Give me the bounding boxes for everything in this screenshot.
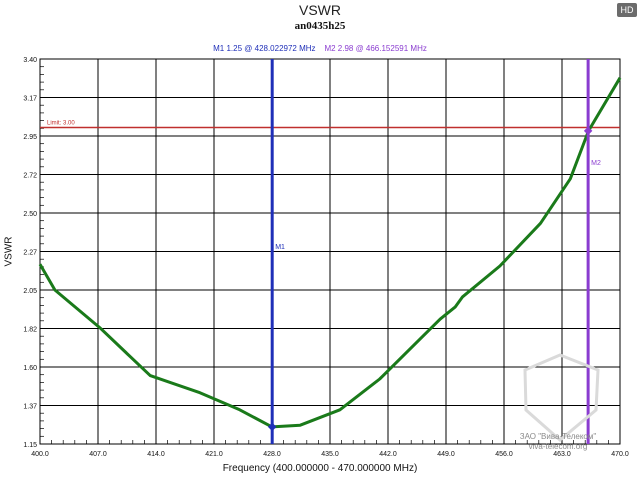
- marker-m1-point: [267, 422, 277, 432]
- marker-m1-label: M1: [275, 244, 285, 251]
- y-tick-label: 2.72: [23, 173, 37, 180]
- x-tick-label: 456.0: [495, 451, 513, 458]
- x-tick-label: 442.0: [379, 451, 397, 458]
- limit-label: Limit: 3.00: [47, 120, 75, 126]
- watermark: ЗАО "Вива-Телеком" viva-telecom.org: [508, 432, 608, 452]
- chart-subtitle: an0435h25: [294, 20, 346, 32]
- y-tick-label: 2.05: [23, 288, 37, 295]
- y-tick-label: 1.37: [23, 404, 37, 411]
- x-tick-label: 407.0: [89, 451, 107, 458]
- y-tick-label: 2.50: [23, 211, 37, 218]
- y-tick-label: 2.27: [23, 250, 37, 257]
- y-axis-label: VSWR: [3, 236, 15, 267]
- watermark-shield-icon: [523, 353, 600, 442]
- marker-legend: M1 1.25 @ 428.022972 MHz M2 2.98 @ 466.1…: [0, 44, 640, 53]
- x-tick-label: 470.0: [611, 451, 629, 458]
- y-tick-label: 1.15: [23, 442, 37, 449]
- x-tick-label: 414.0: [147, 451, 165, 458]
- x-tick-label: 449.0: [437, 451, 455, 458]
- y-tick-label: 1.60: [23, 365, 37, 372]
- marker-m2-readout: M2 2.98 @ 466.152591 MHz: [324, 44, 427, 53]
- x-tick-label: 463.0: [553, 451, 571, 458]
- watermark-company: ЗАО "Вива-Телеком": [519, 432, 597, 441]
- chart-title: VSWR: [299, 2, 341, 18]
- marker-m1-readout: M1 1.25 @ 428.022972 MHz: [213, 44, 316, 53]
- vswr-trace: [38, 77, 622, 429]
- marker-m2-label: M2: [591, 160, 601, 167]
- x-tick-label: 435.0: [321, 451, 339, 458]
- x-tick-label: 400.0: [31, 451, 49, 458]
- x-axis-label: Frequency (400.000000 - 470.000000 MHz): [222, 463, 418, 474]
- watermark-url: viva-telecom.org: [528, 442, 588, 451]
- x-tick-label: 428.0: [263, 451, 281, 458]
- hd-badge[interactable]: HD: [617, 3, 637, 17]
- y-tick-label: 3.17: [23, 96, 37, 103]
- y-tick-label: 2.95: [23, 134, 37, 141]
- y-tick-label: 3.40: [23, 57, 37, 64]
- x-tick-label: 421.0: [205, 451, 223, 458]
- y-tick-label: 1.82: [23, 327, 37, 334]
